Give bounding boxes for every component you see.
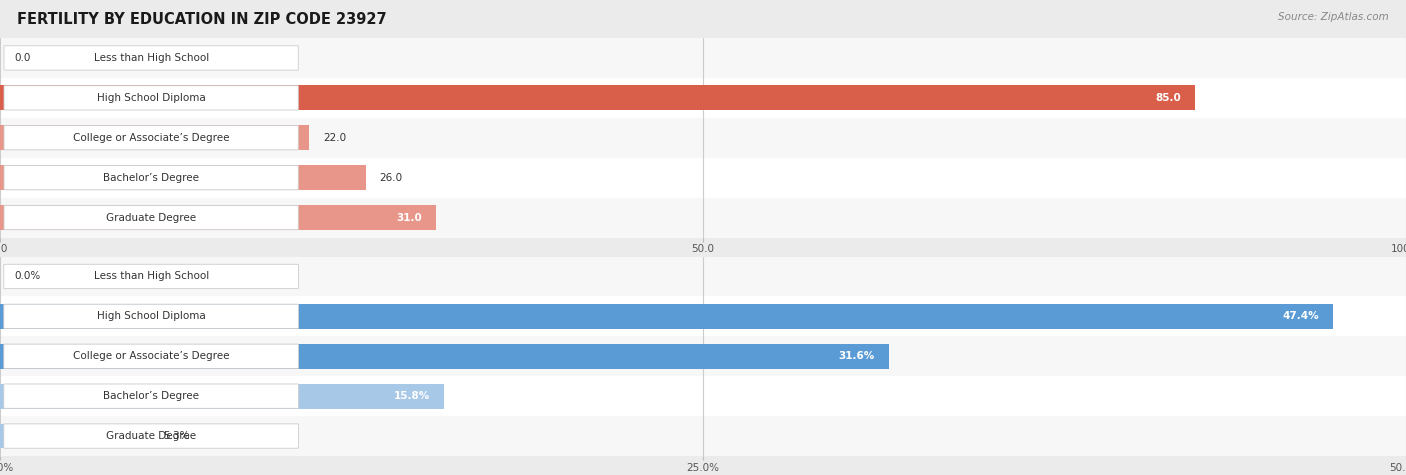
Bar xyxy=(0,165,366,190)
Bar xyxy=(0,344,889,369)
FancyBboxPatch shape xyxy=(4,46,298,70)
Text: College or Associate’s Degree: College or Associate’s Degree xyxy=(73,351,229,361)
FancyBboxPatch shape xyxy=(4,264,298,289)
FancyBboxPatch shape xyxy=(4,125,298,150)
Text: High School Diploma: High School Diploma xyxy=(97,93,205,103)
Text: Bachelor’s Degree: Bachelor’s Degree xyxy=(103,391,200,401)
Text: 31.6%: 31.6% xyxy=(838,351,875,361)
FancyBboxPatch shape xyxy=(4,344,298,369)
Bar xyxy=(0,424,149,448)
Text: High School Diploma: High School Diploma xyxy=(97,311,205,322)
Bar xyxy=(0,118,1406,158)
Bar xyxy=(0,296,1406,336)
Bar xyxy=(0,384,444,408)
Text: 85.0: 85.0 xyxy=(1156,93,1181,103)
FancyBboxPatch shape xyxy=(4,424,298,448)
Text: 5.3%: 5.3% xyxy=(163,431,190,441)
Bar xyxy=(0,205,436,230)
Bar xyxy=(0,376,1406,416)
Text: 22.0: 22.0 xyxy=(323,133,346,143)
FancyBboxPatch shape xyxy=(4,165,298,190)
Text: Less than High School: Less than High School xyxy=(94,271,208,282)
Bar xyxy=(0,125,309,150)
Bar xyxy=(0,78,1406,118)
Text: 47.4%: 47.4% xyxy=(1282,311,1319,322)
Bar xyxy=(0,304,1333,329)
FancyBboxPatch shape xyxy=(4,205,298,230)
FancyBboxPatch shape xyxy=(4,304,298,329)
Bar xyxy=(0,86,1195,110)
Text: 26.0: 26.0 xyxy=(380,172,402,183)
Text: Less than High School: Less than High School xyxy=(94,53,208,63)
Text: Source: ZipAtlas.com: Source: ZipAtlas.com xyxy=(1278,12,1389,22)
FancyBboxPatch shape xyxy=(4,86,298,110)
Bar xyxy=(0,198,1406,238)
Bar xyxy=(0,416,1406,456)
Text: 0.0%: 0.0% xyxy=(14,271,41,282)
Text: 15.8%: 15.8% xyxy=(394,391,430,401)
Text: Graduate Degree: Graduate Degree xyxy=(105,212,197,223)
Text: Bachelor’s Degree: Bachelor’s Degree xyxy=(103,172,200,183)
Bar xyxy=(0,38,1406,78)
Text: 0.0: 0.0 xyxy=(14,53,31,63)
Text: 31.0: 31.0 xyxy=(396,212,422,223)
Text: College or Associate’s Degree: College or Associate’s Degree xyxy=(73,133,229,143)
FancyBboxPatch shape xyxy=(4,384,298,408)
Text: Graduate Degree: Graduate Degree xyxy=(105,431,197,441)
Bar xyxy=(0,336,1406,376)
Bar xyxy=(0,256,1406,296)
Text: FERTILITY BY EDUCATION IN ZIP CODE 23927: FERTILITY BY EDUCATION IN ZIP CODE 23927 xyxy=(17,12,387,27)
Bar xyxy=(0,158,1406,198)
